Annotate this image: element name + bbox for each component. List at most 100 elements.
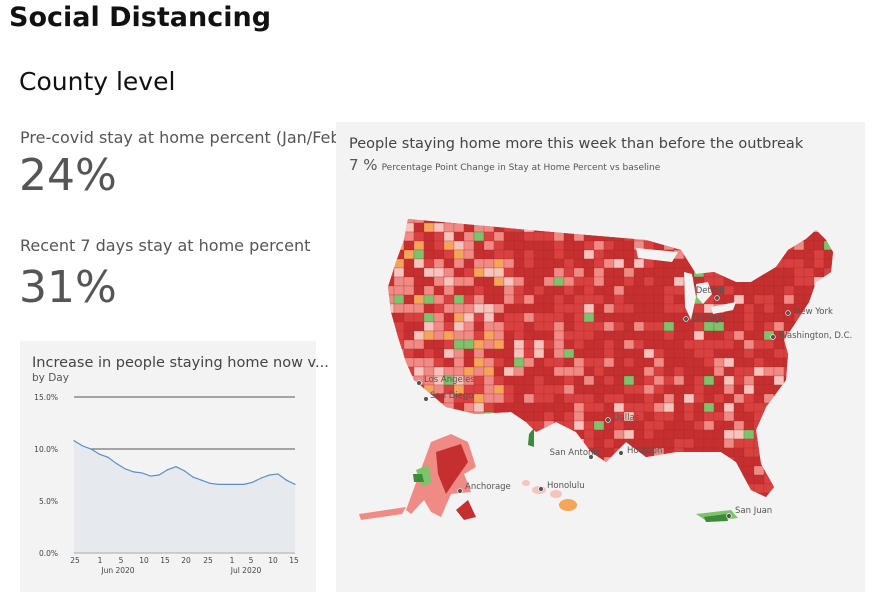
county (823, 366, 833, 377)
county (753, 438, 765, 449)
county (823, 240, 833, 251)
county (603, 219, 615, 224)
county (803, 393, 815, 404)
city-label: Honolulu (547, 481, 585, 491)
county (513, 312, 525, 323)
trend-point (200, 479, 203, 481)
county (673, 492, 685, 497)
county (793, 429, 805, 440)
county (543, 339, 555, 350)
trend-point (243, 483, 245, 485)
trend-chart-card[interactable]: 0.0% 5.0% 10.0% 15.0% 25 1 5 10 15 20 25 1 5 10 15 Jun … (20, 341, 329, 592)
county (388, 240, 395, 251)
county (643, 357, 655, 368)
trend-point (260, 477, 262, 479)
kpi-precovid-value: 24% (19, 150, 117, 201)
county (583, 402, 595, 413)
county (793, 357, 805, 368)
county (683, 402, 695, 413)
trend-point (158, 474, 160, 476)
county (834, 250, 844, 259)
county (483, 285, 495, 296)
county (673, 411, 685, 422)
county (593, 456, 605, 467)
trend-point (166, 469, 169, 471)
county (643, 222, 655, 233)
county (483, 303, 495, 314)
county (473, 402, 485, 413)
county (523, 492, 535, 497)
county (483, 402, 495, 413)
county (693, 420, 705, 431)
county (563, 465, 575, 476)
county (443, 312, 455, 323)
county (423, 420, 435, 431)
county (633, 222, 645, 233)
county (533, 420, 545, 431)
county (613, 438, 625, 449)
trend-point (251, 481, 254, 483)
county (783, 465, 795, 476)
county (413, 231, 425, 242)
county (683, 222, 695, 233)
county (753, 420, 765, 431)
county (523, 267, 535, 278)
county (653, 219, 665, 224)
county (493, 222, 505, 233)
county (683, 447, 695, 458)
county (803, 219, 815, 224)
county (553, 258, 565, 269)
county (834, 277, 844, 286)
map-card[interactable]: Detroit Chicago New York Washington, D.C. Lo… (336, 122, 865, 592)
county (803, 483, 815, 494)
county (543, 420, 555, 431)
county (463, 294, 475, 305)
county (703, 420, 715, 431)
county (388, 339, 395, 350)
county (763, 231, 775, 242)
us-county-map[interactable]: Detroit Chicago New York Washington, D.C. Lo… (336, 122, 865, 592)
county (643, 321, 655, 332)
county (683, 474, 695, 485)
county (803, 384, 815, 395)
county (793, 438, 805, 449)
county (713, 258, 725, 269)
county (513, 285, 525, 296)
county (388, 474, 395, 485)
county (633, 492, 645, 497)
county (553, 330, 565, 341)
county (623, 219, 635, 224)
county (533, 375, 545, 386)
county (613, 231, 625, 242)
county (523, 393, 535, 404)
county (783, 285, 795, 296)
county (663, 420, 675, 431)
county (653, 294, 665, 305)
county (583, 285, 595, 296)
county (633, 429, 645, 440)
county (823, 375, 833, 386)
county (793, 492, 805, 497)
county (723, 429, 735, 440)
county (623, 375, 635, 386)
county (613, 465, 625, 476)
county (583, 294, 595, 305)
x-tick-label: 5 (249, 556, 254, 565)
county (533, 402, 545, 413)
alaska-region (416, 465, 432, 487)
county (743, 276, 755, 287)
county (803, 357, 815, 368)
county (573, 366, 585, 377)
county (834, 403, 844, 412)
county (473, 231, 485, 242)
hawaii-island (559, 499, 577, 511)
great-lake (684, 272, 696, 320)
county (503, 420, 515, 431)
county (493, 303, 505, 314)
county (603, 312, 615, 323)
county (393, 492, 405, 497)
county (743, 483, 755, 494)
trend-chart[interactable]: 0.0%5.0%10.0%15.0%25 1 5 10 15 20 25 1 5 10 15Jun … (20, 341, 316, 592)
county (463, 429, 475, 440)
county (563, 231, 575, 242)
